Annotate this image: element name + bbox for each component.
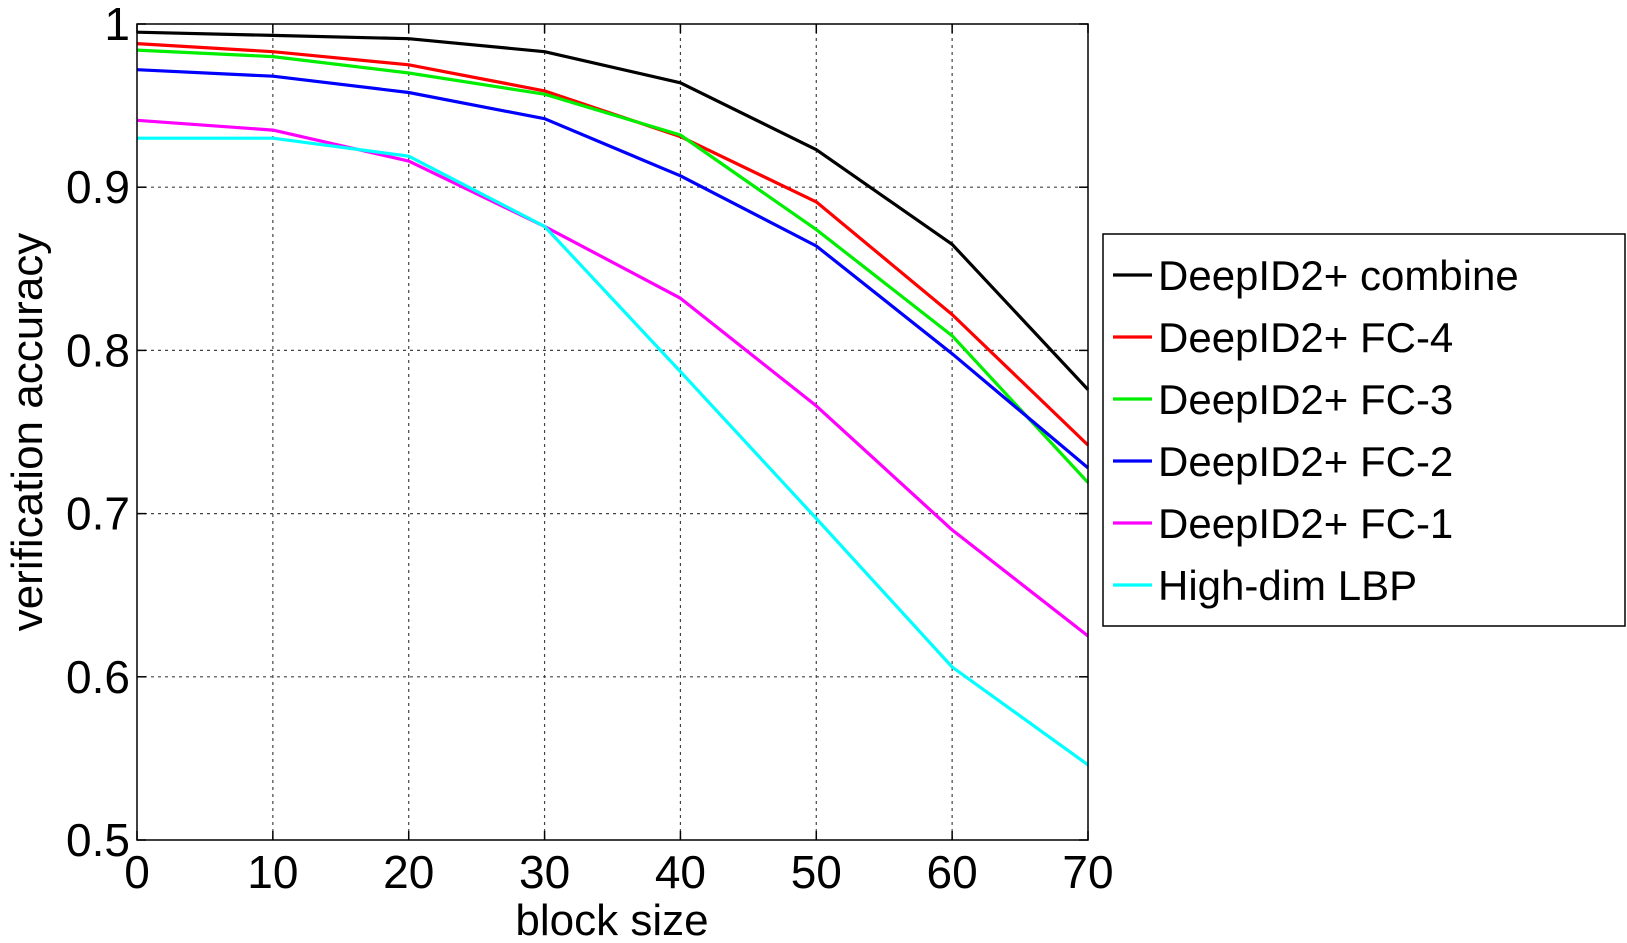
legend-entry: DeepID2+ FC-2 — [1158, 438, 1453, 485]
plot-background — [137, 24, 1088, 840]
legend-entry: DeepID2+ combine — [1158, 252, 1519, 299]
y-tick-label: 0.6 — [66, 651, 130, 703]
legend-entry: DeepID2+ FC-1 — [1158, 500, 1453, 547]
x-tick-label: 50 — [791, 846, 842, 898]
series-line-2 — [136, 48, 1090, 484]
y-tick-label: 0.8 — [66, 324, 130, 376]
x-tick-label: 70 — [1062, 846, 1113, 898]
legend-entry: DeepID2+ FC-4 — [1158, 314, 1453, 361]
y-tick-label: 0.9 — [66, 161, 130, 213]
legend: DeepID2+ combine DeepID2+ FC-4 DeepID2+ FC… — [1102, 233, 1626, 627]
series-line-0 — [136, 30, 1090, 391]
series-lines — [136, 30, 1090, 767]
plot-frame — [136, 23, 1089, 841]
legend-entry: DeepID2+ FC-3 — [1158, 376, 1453, 423]
y-tick-label: 1 — [104, 0, 130, 50]
legend-box — [1102, 233, 1626, 627]
series-line-4 — [136, 118, 1089, 638]
y-tick-label: 0.5 — [66, 814, 130, 866]
legend-entry: High-dim LBP — [1158, 562, 1417, 609]
x-tick-label: 10 — [247, 846, 298, 898]
y-tick-label: 0.7 — [66, 488, 130, 540]
x-tick-label: 60 — [927, 846, 978, 898]
y-axis-label: verification accuracy — [3, 233, 52, 632]
x-tick-label: 40 — [655, 846, 706, 898]
x-tick-label: 30 — [519, 846, 570, 898]
x-axis-label: block size — [515, 896, 708, 943]
x-tick-labels: 0 10 20 30 40 50 60 70 — [124, 846, 1113, 898]
axis-ticks — [136, 23, 1089, 841]
y-tick-labels: 0.5 0.6 0.7 0.8 0.9 1 — [66, 0, 130, 866]
x-tick-label: 0 — [124, 846, 150, 898]
series-line-3 — [136, 68, 1090, 470]
x-tick-label: 20 — [383, 846, 434, 898]
series-line-5 — [137, 136, 1089, 767]
grid-lines — [137, 24, 1088, 840]
